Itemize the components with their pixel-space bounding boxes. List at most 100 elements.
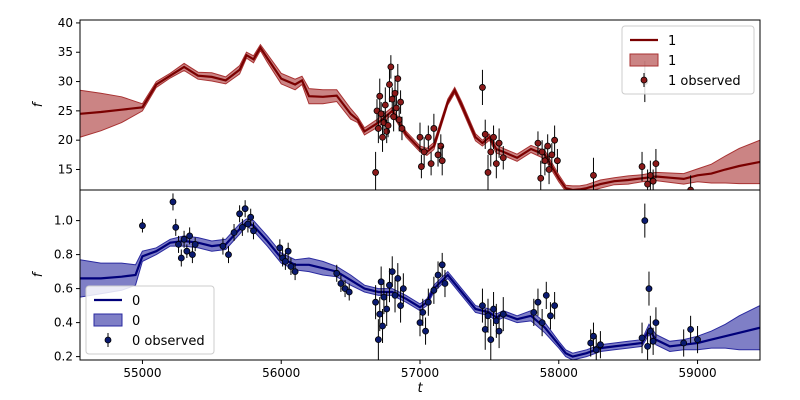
xtick-label-1-4: 59000 [678, 366, 716, 380]
xtick-label-1-2: 57000 [401, 366, 439, 380]
observed-point-0-36 [499, 154, 507, 162]
observed-point-1-56 [495, 327, 503, 335]
legend-entry-1-1: 0 [132, 314, 140, 329]
legend-entry-1-0: 0 [132, 294, 140, 309]
observed-point-0-27 [437, 142, 445, 150]
observed-point-0-32 [487, 148, 495, 156]
observed-point-1-2 [172, 223, 180, 231]
observed-point-1-53 [487, 336, 495, 344]
observed-point-1-26 [337, 280, 345, 287]
model-line-0 [80, 45, 760, 190]
observed-point-0-49 [644, 180, 651, 188]
observed-point-0-7 [381, 101, 389, 109]
legend-box-1 [85, 285, 215, 355]
observed-point-0-22 [420, 148, 428, 156]
ytick-label-1-1: 0.4 [54, 316, 73, 330]
observed-point-1-16 [244, 220, 252, 228]
observed-point-0-9 [384, 122, 392, 129]
observed-point-1-30 [374, 336, 382, 344]
observed-point-1-46 [430, 286, 438, 294]
ytick-label-0-3: 30 [58, 75, 73, 89]
observed-point-1-60 [538, 319, 546, 327]
observed-point-1-66 [592, 346, 600, 354]
observed-point-1-3 [175, 240, 182, 248]
observed-point-1-13 [236, 210, 243, 218]
observed-point-1-75 [680, 339, 688, 347]
observed-point-1-48 [438, 261, 446, 269]
observed-point-1-76 [687, 325, 695, 333]
xtick-label-1-0: 55000 [123, 366, 161, 380]
observed-point-1-24 [291, 268, 299, 276]
observed-point-0-13 [390, 113, 398, 121]
legend-point-swatch-0 [640, 76, 648, 84]
legend-entry-0-0: 1 [668, 34, 676, 49]
observed-point-0-24 [427, 160, 435, 168]
observed-point-1-23 [287, 263, 295, 270]
observed-point-1-61 [542, 291, 550, 299]
observed-point-1-74 [652, 319, 660, 327]
observed-point-1-62 [547, 312, 554, 320]
observed-point-0-18 [397, 98, 404, 106]
observed-point-1-51 [481, 325, 489, 333]
confidence-band-1 [80, 218, 760, 360]
observed-point-1-39 [394, 274, 402, 282]
observed-point-0-46 [590, 171, 597, 179]
observed-point-1-71 [645, 285, 653, 293]
observed-point-0-12 [388, 95, 396, 103]
observed-point-0-39 [538, 148, 546, 156]
observed-point-1-8 [189, 251, 196, 259]
observed-point-0-50 [646, 171, 654, 179]
plot-area-1 [80, 193, 760, 360]
observed-point-0-20 [416, 133, 424, 141]
observed-point-1-31 [376, 310, 384, 318]
bottom-panel: 0.2 0.4 0.6 0.8 1.0 55000 56000 57000 58000 59000… [31, 189, 761, 396]
legend-entry-1-2: 0 observed [132, 334, 205, 349]
confidence-band-0 [80, 43, 760, 190]
observed-point-0-25 [430, 125, 438, 132]
observed-point-1-5 [180, 235, 188, 243]
ytick-label-1-3: 0.8 [54, 248, 73, 262]
observed-point-1-28 [345, 288, 353, 296]
legend-entry-0-2: 1 observed [668, 74, 741, 89]
observed-point-1-43 [419, 308, 427, 316]
observed-point-0-44 [551, 136, 559, 144]
observed-point-0-21 [417, 163, 425, 170]
ytick-label-0-4: 35 [58, 45, 73, 59]
observed-point-1-35 [383, 305, 391, 313]
observed-point-1-11 [225, 251, 232, 259]
observed-point-0-40 [541, 157, 549, 165]
observed-point-1-25 [333, 269, 341, 277]
xtick-label-1-1: 56000 [262, 366, 300, 380]
observed-point-1-29 [372, 298, 379, 306]
xtick-label-1-3: 58000 [540, 366, 578, 380]
observed-point-0-26 [434, 151, 442, 159]
legend-entry-0-1: 1 [668, 54, 676, 69]
observed-point-1-63 [551, 302, 559, 310]
ytick-label-1-4: 1.0 [54, 214, 73, 228]
observed-point-0-4 [377, 110, 385, 118]
top-panel: 15 20 25 30 35 40 f 1 1 1 observed [31, 16, 761, 191]
observed-point-0-23 [424, 133, 432, 141]
observed-point-0-35 [495, 139, 503, 147]
observed-point-1-55 [492, 317, 500, 325]
observed-point-0-0 [372, 169, 379, 176]
observed-point-1-47 [434, 271, 442, 279]
observed-point-1-18 [250, 227, 257, 235]
observed-point-1-58 [530, 308, 538, 316]
ytick-label-0-1: 20 [58, 133, 73, 147]
ytick-label-0-5: 40 [58, 16, 73, 30]
ylabel-0: f [31, 100, 46, 107]
observed-point-1-42 [416, 319, 424, 327]
observed-point-1-37 [388, 268, 396, 276]
legend-band-swatch-1 [93, 313, 123, 327]
observed-point-1-67 [597, 341, 604, 349]
observed-point-0-3 [376, 92, 384, 100]
observed-point-0-52 [652, 160, 660, 168]
observed-point-1-0 [139, 222, 146, 230]
xlabel-1: t [417, 381, 423, 396]
observed-point-1-33 [379, 322, 386, 330]
plot-area-0 [80, 43, 760, 190]
observed-point-1-70 [644, 342, 651, 350]
observed-point-0-45 [553, 157, 561, 165]
